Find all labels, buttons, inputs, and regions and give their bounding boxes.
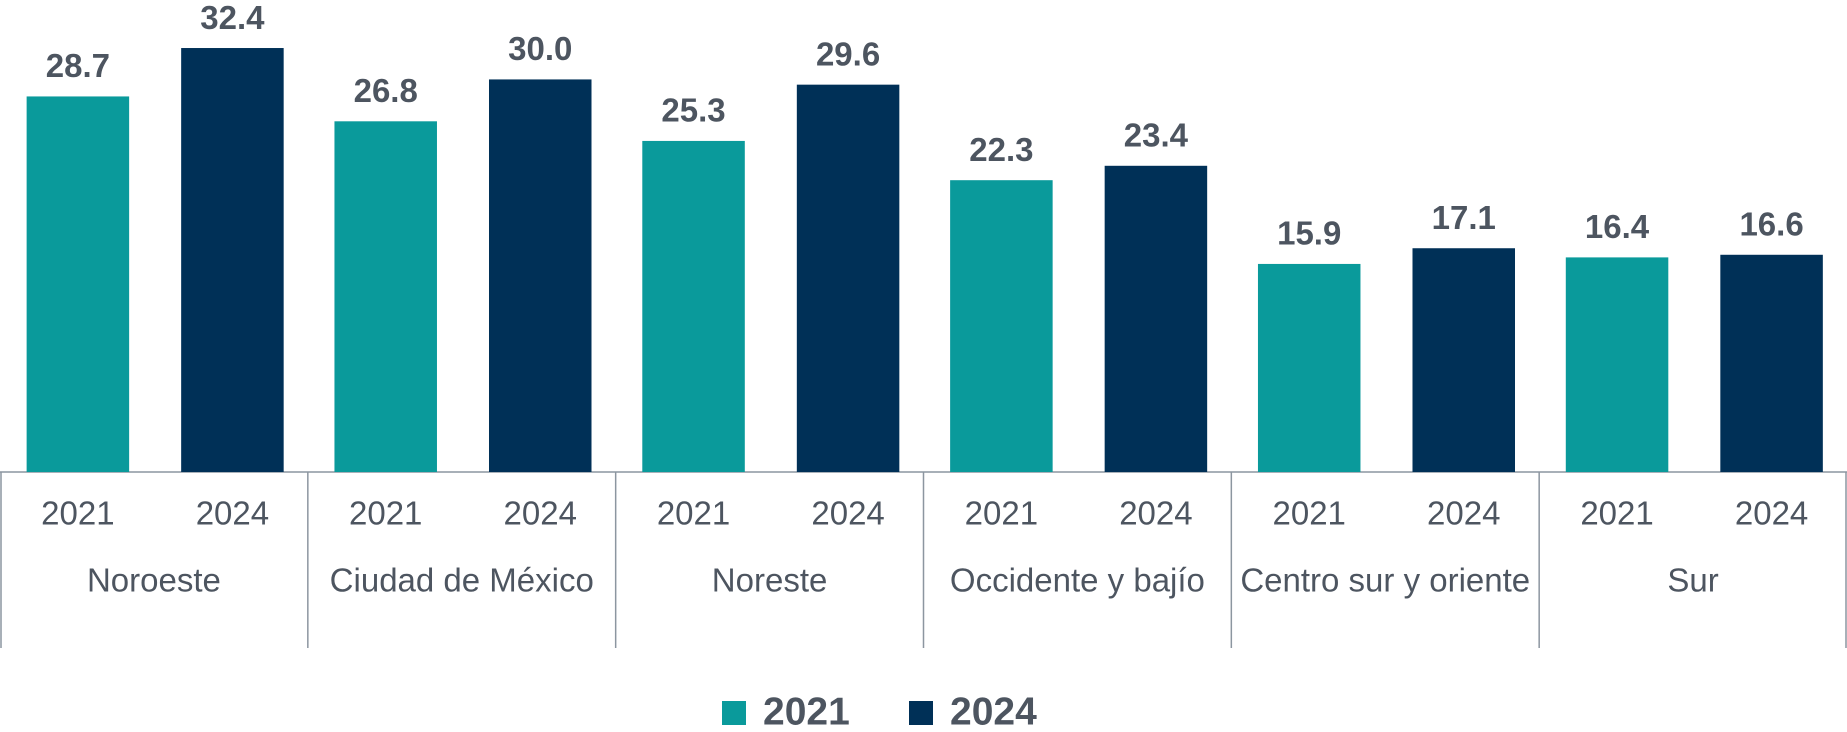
value-label: 28.7 (46, 47, 110, 84)
x-sub-label: 2021 (1273, 495, 1346, 532)
value-label: 26.8 (354, 72, 418, 109)
x-sub-label: 2021 (349, 495, 422, 532)
x-sub-label: 2024 (811, 495, 884, 532)
bar (181, 48, 284, 472)
x-sub-label: 2024 (504, 495, 577, 532)
x-sub-label: 2024 (1427, 495, 1500, 532)
bar (1720, 254, 1823, 472)
x-tick-label: Sur (1667, 562, 1718, 599)
value-label: 16.6 (1739, 205, 1803, 242)
value-label: 25.3 (661, 92, 725, 129)
value-label: 32.4 (200, 0, 265, 36)
legend-swatch (722, 701, 746, 725)
bar (796, 84, 900, 473)
value-label: 22.3 (969, 131, 1033, 168)
value-label: 15.9 (1277, 215, 1341, 252)
value-label: 23.4 (1124, 117, 1189, 154)
x-tick-label: Noroeste (87, 562, 221, 599)
legend-swatch (909, 701, 933, 725)
bar (1412, 248, 1516, 472)
value-label: 30.0 (508, 30, 572, 67)
bar (26, 96, 130, 472)
value-label: 17.1 (1432, 199, 1496, 236)
bar (488, 79, 592, 472)
bar (1565, 257, 1669, 472)
value-label: 29.6 (816, 35, 880, 72)
x-sub-label: 2024 (1735, 495, 1808, 532)
x-sub-label: 2024 (196, 495, 269, 532)
bar (1104, 165, 1208, 472)
x-tick-label: Centro sur y oriente (1240, 562, 1530, 599)
value-label: 16.4 (1585, 208, 1650, 245)
x-tick-label: Ciudad de México (330, 562, 594, 599)
legend-label: 2021 (763, 690, 850, 732)
x-sub-label: 2024 (1119, 495, 1192, 532)
x-sub-label: 2021 (1580, 495, 1653, 532)
x-sub-label: 2021 (657, 495, 730, 532)
x-sub-label: 2021 (965, 495, 1038, 532)
x-tick-label: Noreste (712, 562, 828, 599)
bar (642, 140, 745, 472)
legend-label: 2024 (950, 690, 1037, 732)
bar (950, 180, 1053, 472)
x-tick-label: Occidente y bajío (950, 562, 1205, 599)
bar (334, 121, 437, 472)
x-sub-label: 2021 (41, 495, 114, 532)
bar (1257, 263, 1361, 472)
